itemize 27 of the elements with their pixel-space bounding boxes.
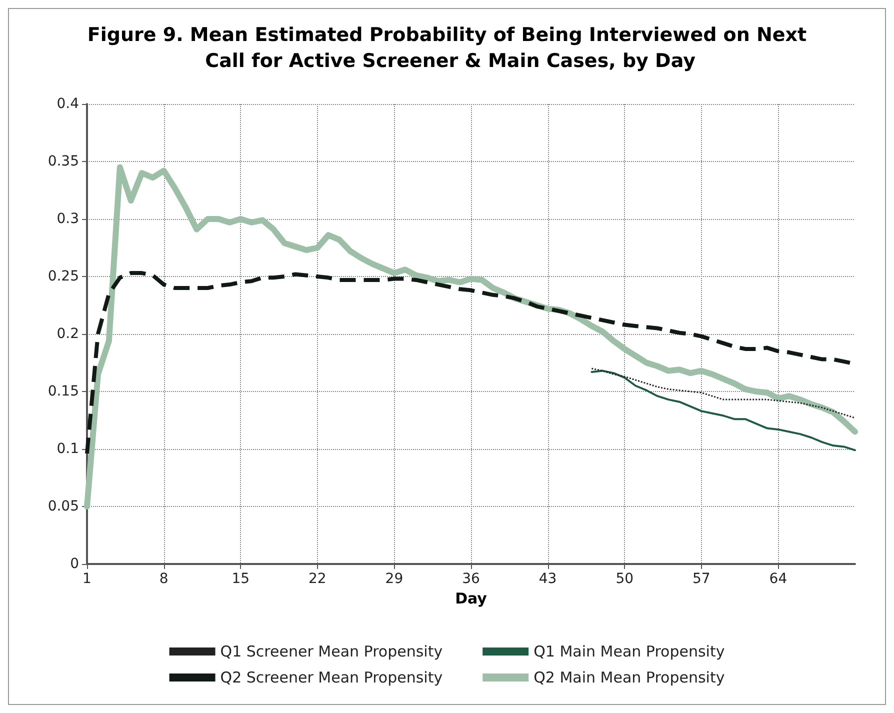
chart-title: Figure 9. Mean Estimated Probability of Being Interviewed on Next Call for Active Screener & Main Cases, by Day <box>87 24 807 72</box>
line-series <box>590 368 856 419</box>
line-series <box>590 370 856 452</box>
x-tick-label: 22 <box>308 571 326 587</box>
y-tick-label: 0.35 <box>48 154 79 170</box>
x-tick-label: 1 <box>82 571 92 587</box>
x-tick-label: 36 <box>462 571 480 587</box>
y-tick-label: 0.3 <box>56 211 79 227</box>
y-tick-label: 0.05 <box>48 498 79 514</box>
legend-label: Q1 Main Mean Propensity <box>534 642 725 660</box>
x-tick-label: 29 <box>385 571 404 587</box>
legend-label: Q1 Screener Mean Propensity <box>220 642 443 660</box>
y-tick-label: 0.1 <box>56 441 79 457</box>
x-tick-label: 43 <box>538 571 557 587</box>
y-tick-label: 0.25 <box>48 268 79 284</box>
x-tick-label: 57 <box>692 571 710 587</box>
y-tick-label: 0 <box>70 556 79 572</box>
y-tick-label: 0.15 <box>48 384 79 400</box>
x-tick-label: 64 <box>769 571 788 587</box>
x-axis-title: Day <box>455 589 488 608</box>
x-tick-label: 8 <box>159 571 168 587</box>
legend-label: Q2 Main Mean Propensity <box>534 668 725 686</box>
y-tick-label: 0.2 <box>56 326 79 342</box>
x-tick-label: 50 <box>616 571 634 587</box>
y-tick-label: 0.4 <box>56 96 80 112</box>
legend-label: Q2 Screener Mean Propensity <box>220 668 443 686</box>
x-tick-label: 15 <box>232 571 250 587</box>
